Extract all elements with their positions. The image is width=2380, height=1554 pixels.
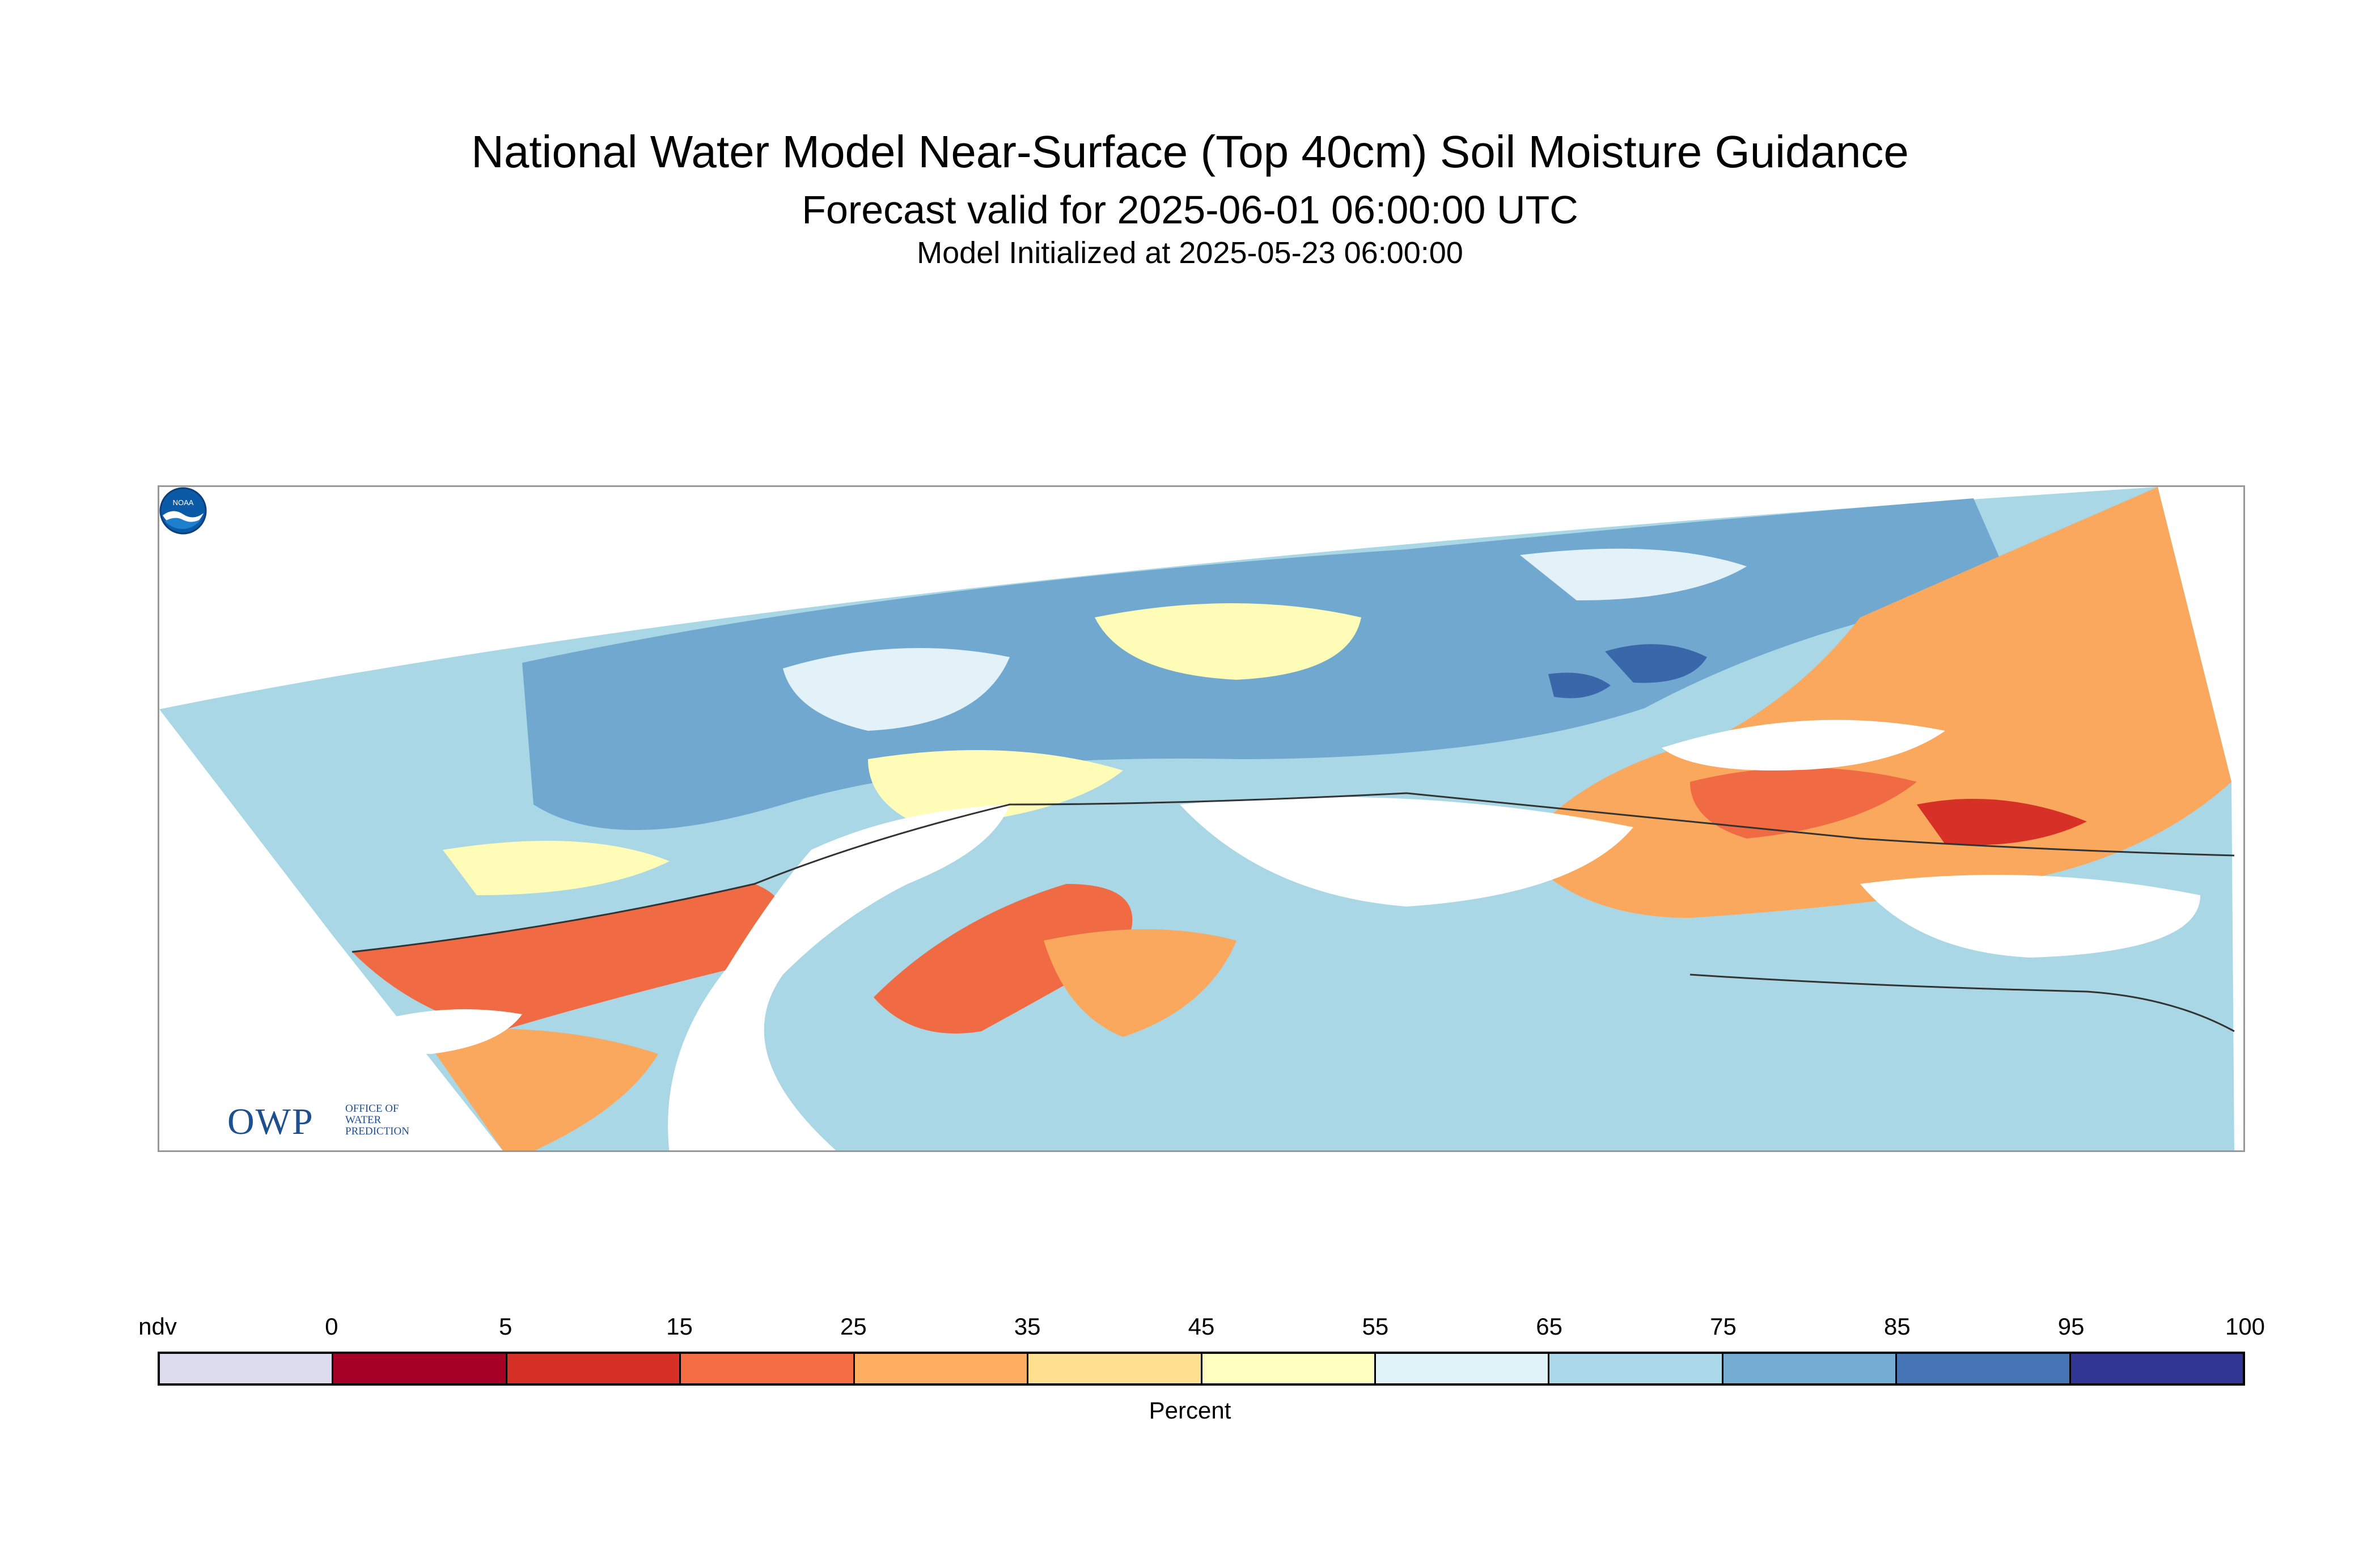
colorbar-swatch (2070, 1354, 2243, 1383)
region-neutral-3 (443, 841, 670, 895)
region-dry-peninsula (874, 884, 1133, 1034)
colorbar-tick-label: ndv (138, 1313, 177, 1340)
model-initialized-line: Model Initialized at 2025-05-23 06:00:00 (917, 236, 1463, 270)
colorbar-tick-label: 5 (498, 1313, 513, 1340)
colorbar-legend: ndv 0 5 15 25 35 45 55 65 75 85 95 100 (138, 1313, 2265, 1387)
region-drier-southwest (420, 1028, 658, 1150)
colorbar-swatch (507, 1354, 681, 1383)
colorbar-tick-label: 65 (1536, 1313, 1563, 1340)
colorbar-swatch (1549, 1354, 1723, 1383)
colorbar (158, 1352, 2245, 1386)
colorbar-swatch (160, 1354, 334, 1383)
page-title: National Water Model Near-Surface (Top 4… (471, 126, 1909, 177)
colorbar-swatch (1202, 1354, 1376, 1383)
colorbar-swatch (333, 1354, 507, 1383)
region-very-dry-east (1690, 768, 1917, 839)
region-very-wet-2 (1548, 672, 1611, 698)
noaa-logo-text: NOAA (173, 498, 194, 507)
coastline (352, 792, 2235, 953)
owp-subline: Prediction (345, 1125, 409, 1137)
colorbar-tick-label: 75 (1710, 1313, 1737, 1340)
colorbar-tick-label: 35 (1014, 1313, 1041, 1340)
colorbar-tick-label: 100 (2225, 1313, 2265, 1340)
region-no-data-2 (1180, 797, 1633, 907)
owp-logo: OWP Office of Water Prediction (227, 1102, 443, 1142)
soil-moisture-map: OWP Office of Water Prediction NOAA (158, 485, 2245, 1152)
map-canvas (159, 487, 2235, 1150)
colorbar-unit-label: Percent (1149, 1397, 1231, 1424)
noaa-logo: NOAA (159, 487, 207, 535)
region-light-moist-2 (1520, 548, 1747, 600)
region-drier-peninsula (1044, 929, 1236, 1037)
colorbar-swatch (1028, 1354, 1202, 1383)
region-extreme-dry-east (1917, 799, 2087, 845)
region-light-moist-1 (783, 648, 1010, 731)
owp-logo-subtext: Office of Water Prediction (345, 1103, 409, 1137)
colorbar-swatch (1897, 1354, 2071, 1383)
region-no-data-3 (1860, 875, 2200, 958)
colorbar-tick-label: 85 (1883, 1313, 1911, 1340)
water-inlet (668, 804, 1010, 1150)
owp-subline: Water (345, 1114, 382, 1126)
forecast-valid-subtitle: Forecast valid for 2025-06-01 06:00:00 U… (802, 188, 1578, 232)
region-very-wet-1 (1605, 644, 1707, 683)
colorbar-swatch (1375, 1354, 1550, 1383)
colorbar-tick-label: 45 (1188, 1313, 1215, 1340)
region-neutral-1 (1095, 603, 1361, 680)
water-bay (361, 1009, 522, 1054)
colorbar-tick-label: 0 (325, 1313, 338, 1340)
colorbar-swatch (1723, 1354, 1898, 1383)
region-neutral-2 (868, 750, 1123, 827)
colorbar-tick-label: 55 (1362, 1313, 1389, 1340)
colorbar-swatch (854, 1354, 1029, 1383)
owp-logo-mark: OWP (227, 1101, 314, 1142)
colorbar-tick-label: 95 (2057, 1313, 2085, 1340)
colorbar-tick-label: 15 (666, 1313, 693, 1340)
region-no-data-1 (1662, 719, 1945, 770)
region-dry-southwest (352, 884, 783, 1031)
colorbar-swatch (681, 1354, 855, 1383)
colorbar-tick-label: 25 (840, 1313, 867, 1340)
owp-subline: Office of (345, 1103, 399, 1115)
coastline-south (1689, 973, 2235, 1032)
